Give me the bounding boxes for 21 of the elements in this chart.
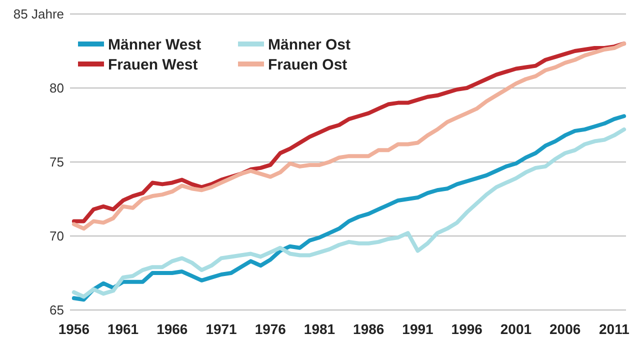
legend-label: Männer West — [108, 36, 202, 54]
x-tick-label: 1986 — [353, 321, 384, 337]
x-tick-label: 2011 — [599, 321, 630, 337]
x-tick-label: 1996 — [451, 321, 483, 337]
x-tick-label: 1966 — [156, 321, 188, 337]
y-tick-label: 70 — [50, 228, 64, 244]
x-tick-label: 1971 — [206, 321, 238, 337]
y-tick-label: 80 — [50, 80, 64, 96]
legend-label: Frauen Ost — [268, 56, 348, 74]
x-tick-label: 2006 — [550, 321, 581, 337]
y-tick-label: 75 — [50, 154, 64, 170]
x-tick-label: 1991 — [402, 321, 434, 337]
x-tick-label: 2001 — [500, 321, 532, 337]
x-tick-label: 1981 — [304, 321, 336, 337]
legend-label: Frauen West — [108, 56, 198, 74]
y-tick-label: 85 Jahre — [13, 6, 64, 22]
x-tick-label: 1976 — [254, 321, 286, 337]
x-tick-label: 1956 — [58, 321, 90, 337]
legend-label: Männer Ost — [268, 36, 351, 54]
y-tick-label: 65 — [50, 302, 64, 318]
x-tick-label: 1961 — [107, 321, 139, 337]
